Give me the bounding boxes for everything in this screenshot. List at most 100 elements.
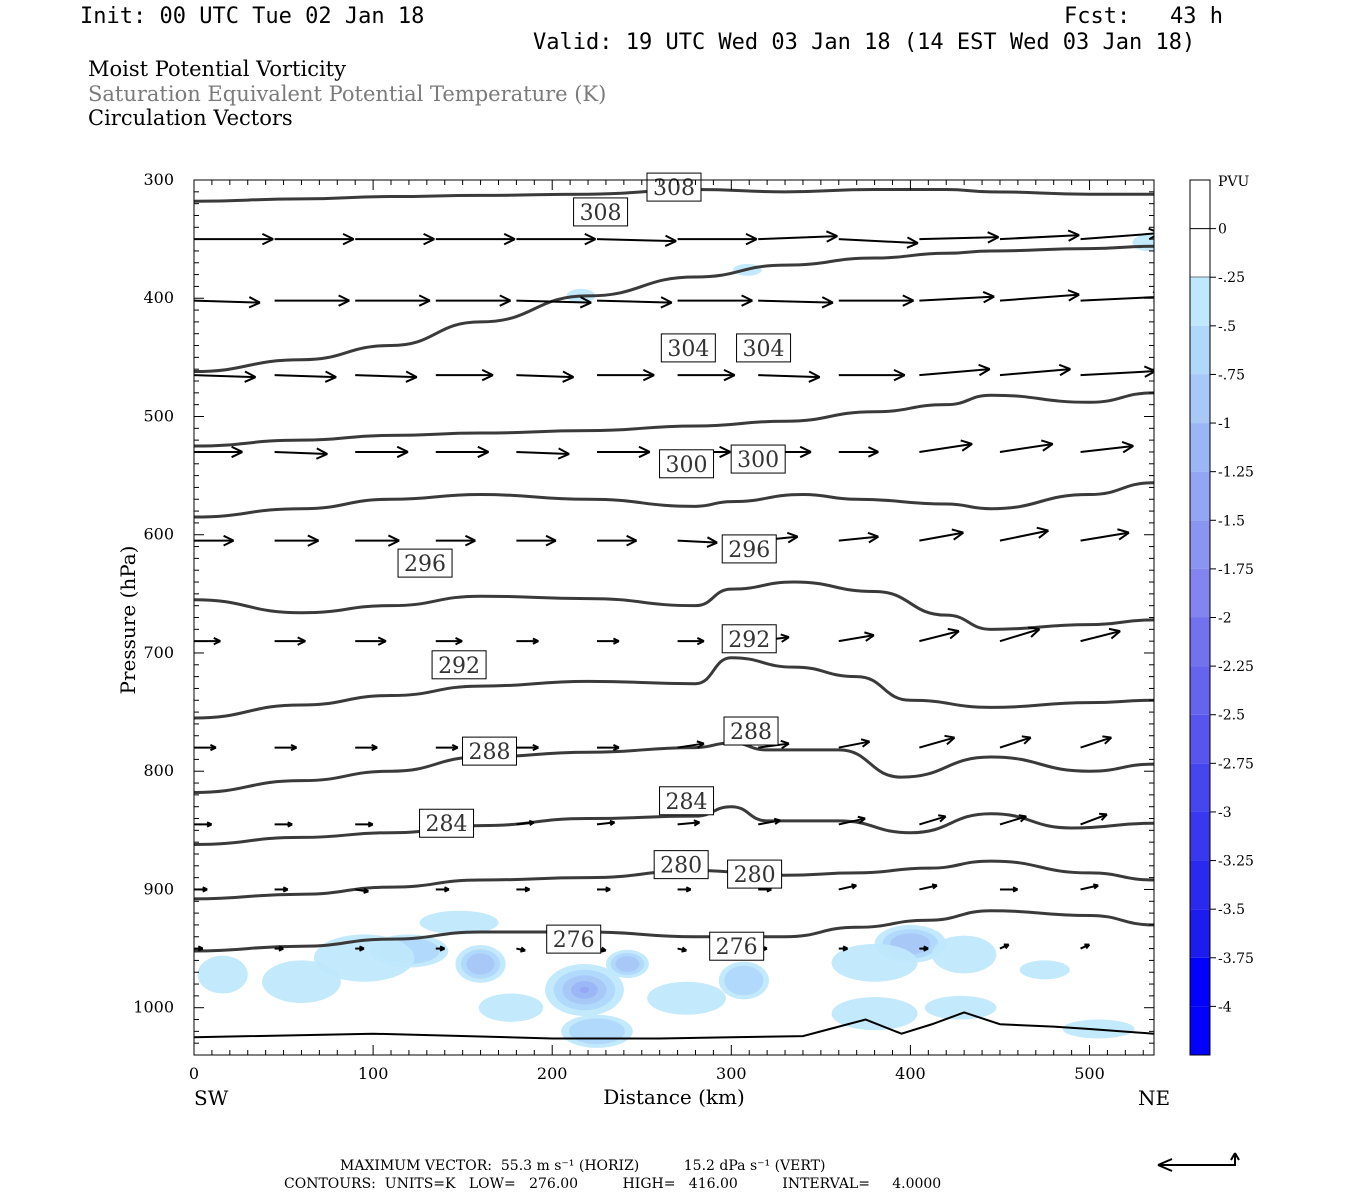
vector-8-9 [919, 883, 938, 891]
svg-text:276: 276 [553, 928, 595, 953]
vector-9-10 [999, 943, 1010, 950]
vector-3-9 [919, 439, 973, 453]
pv-shading [197, 234, 1154, 1048]
vector-5-6 [677, 637, 705, 646]
vector-4-0 [194, 534, 235, 547]
vector-0-7 [758, 230, 838, 243]
vector-7-1 [274, 821, 293, 828]
vector-3-4 [516, 447, 570, 460]
colorbar-label-10: -2.5 [1218, 708, 1245, 724]
legend-mpv: Moist Potential Vorticity [88, 57, 346, 81]
vector-5-2 [355, 636, 387, 646]
vector-3-11 [1080, 441, 1134, 454]
pv-blob-1-level-3 [466, 953, 495, 975]
colorbar-seg-11 [1190, 763, 1210, 812]
vector-5-4 [516, 637, 539, 645]
vector-5-8 [838, 631, 875, 643]
contour-label-280-0: 280 [653, 850, 709, 880]
vector-7-9 [919, 814, 947, 826]
theta-es-contours [194, 187, 1154, 953]
pv-blob-2-level-5 [579, 986, 590, 994]
valid-time: Valid: 19 UTC Wed 03 Jan 18 (14 EST Wed … [533, 30, 1196, 55]
pv-blob-15-level-1 [478, 993, 544, 1022]
contour-label-304-1: 304 [736, 333, 792, 363]
contour-labels: 276 276 280 280 284 284 288 288 292 292 296 296 300 3… [397, 172, 792, 961]
vector-7-2 [355, 821, 374, 828]
y-axis-title: Pressure (hPa) [116, 546, 140, 695]
colorbar-seg-3 [1190, 374, 1210, 424]
vector-6-11 [1080, 735, 1113, 749]
vector-0-1 [274, 233, 355, 246]
contour-280 [194, 859, 1154, 901]
vector-4-2 [355, 534, 400, 547]
vector-7-11 [1080, 812, 1108, 826]
vector-5-5 [596, 637, 620, 645]
pv-blob-6-level-1 [831, 943, 918, 982]
vector-1-4 [516, 296, 592, 309]
legend-theta-es: Saturation Equivalent Potential Temperat… [88, 82, 607, 106]
vector-5-10 [999, 626, 1041, 643]
svg-text:288: 288 [469, 740, 511, 765]
plot-frame [193, 179, 1155, 1056]
vector-2-5 [596, 368, 655, 382]
contour-label-276-0: 276 [546, 924, 602, 954]
colorbar-unit: PVU [1218, 174, 1250, 190]
vector-2-2 [355, 370, 418, 383]
vector-8-5 [596, 886, 611, 893]
contour-label-304-0: 304 [660, 333, 716, 363]
vector-8-11 [1080, 883, 1099, 891]
svg-text:300: 300 [737, 448, 779, 473]
colorbar-label-9: -2.25 [1218, 659, 1254, 675]
vector-7-10 [999, 814, 1028, 826]
contour-304 [194, 391, 1154, 448]
svg-text:300: 300 [666, 453, 708, 478]
vector-5-1 [274, 636, 306, 646]
colorbar-seg-12 [1190, 811, 1210, 861]
pv-blob-10-level-1 [262, 960, 341, 1003]
vector-0-5 [596, 234, 677, 247]
vector-4-3 [435, 534, 476, 547]
svg-text:304: 304 [667, 337, 709, 362]
pv-blob-14-level-1 [1019, 960, 1070, 980]
vector-1-1 [274, 294, 350, 307]
contour-label-288-1: 288 [723, 716, 779, 746]
colorbar-label-15: -3.75 [1218, 951, 1254, 967]
contour-296 [194, 580, 1154, 631]
x-tick-label-400: 400 [895, 1064, 926, 1083]
vector-3-2 [355, 445, 409, 459]
contour-288 [194, 741, 1154, 794]
vector-2-0 [194, 370, 257, 383]
vector-6-5 [596, 743, 620, 752]
vector-1-8 [838, 294, 915, 307]
pv-blob-3-level-3 [615, 956, 640, 972]
vector-9-2 [355, 945, 365, 952]
vector-0-0 [194, 233, 274, 246]
vector-4-9 [919, 528, 964, 542]
vector-3-1 [274, 447, 328, 460]
y-tick-label-500: 500 [143, 406, 174, 425]
max-vector-note: MAXIMUM VECTOR: 55.3 m s⁻¹ (HORIZ) 15.2 … [340, 1158, 826, 1174]
vector-6-10 [999, 735, 1032, 749]
contour-label-284-1: 284 [659, 786, 715, 816]
pv-blob-16-level-2 [569, 1018, 625, 1045]
vector-1-11 [1080, 290, 1154, 304]
colorbar-label-2: -.5 [1218, 319, 1236, 335]
vector-0-4 [516, 233, 597, 246]
vector-7-5 [596, 819, 616, 826]
colorbar-label-5: -1.25 [1218, 465, 1254, 481]
pv-colorbar: 0 -.25 -.5 -.75 -1 -1.25 -1.5 -1.75 -2 -2.25 -2.5 -… [1189, 179, 1254, 1056]
svg-text:292: 292 [438, 654, 480, 679]
vector-2-3 [435, 368, 494, 382]
vector-8-1 [274, 886, 289, 893]
colorbar-label-3: -.75 [1218, 367, 1245, 383]
vector-6-4 [516, 743, 539, 752]
svg-text:276: 276 [716, 935, 758, 960]
colorbar-seg-last [1190, 1006, 1210, 1055]
vector-4-6 [677, 536, 718, 548]
colorbar-seg-9 [1190, 666, 1210, 715]
pv-blob-18-level-1 [419, 910, 499, 935]
contour-284 [194, 805, 1154, 847]
vector-4-11 [1080, 528, 1130, 542]
contour-label-292-1: 292 [721, 624, 777, 654]
vector-0-10 [999, 229, 1080, 242]
